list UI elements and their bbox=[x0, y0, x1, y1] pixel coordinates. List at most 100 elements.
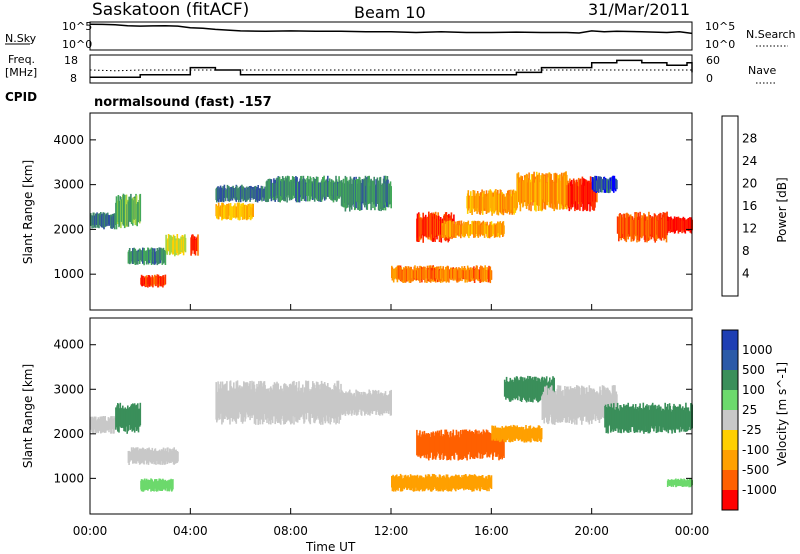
colorbar-swatch bbox=[722, 370, 738, 391]
ytick-label: 4000 bbox=[53, 133, 84, 147]
velocity-scatter-layer bbox=[90, 375, 693, 492]
colorbar-tick-label: 24 bbox=[742, 154, 757, 168]
xtick-label: 20:00 bbox=[574, 524, 609, 538]
ytick-label: 3000 bbox=[53, 178, 84, 192]
noise-series-line bbox=[89, 23, 693, 35]
colorbar-tick-label: 1000 bbox=[742, 343, 773, 357]
freq-label-line2: [MHz] bbox=[5, 66, 37, 79]
ytick-label: 3000 bbox=[53, 382, 84, 396]
nave-ytick-bottom: 0 bbox=[706, 72, 713, 85]
data-cell bbox=[616, 180, 618, 190]
colorbar-tick-label: -500 bbox=[742, 463, 769, 477]
xtick-label: 00:00 bbox=[73, 524, 108, 538]
frequency-panel: Freq. [MHz] 18 8 60 0 Nave bbox=[5, 53, 776, 85]
colorbar-tick-label: 20 bbox=[742, 177, 757, 191]
data-cell bbox=[172, 479, 174, 490]
colorbar-swatch bbox=[722, 490, 738, 511]
colorbar-tick-label: 100 bbox=[742, 383, 765, 397]
noise-left-label: N.Sky bbox=[5, 32, 37, 45]
power-colorbar: 4 8 12 16 20 24 28 bbox=[721, 115, 757, 297]
noise-right-tick-bottom: 10^0 bbox=[705, 38, 735, 51]
colorbar-tick-label: 25 bbox=[742, 403, 757, 417]
noise-right-tick-top: 10^5 bbox=[705, 20, 735, 33]
data-cell bbox=[139, 402, 142, 426]
noise-ytick-bottom: 10^0 bbox=[62, 38, 92, 51]
xtick-label: 12:00 bbox=[374, 524, 409, 538]
power-frame bbox=[89, 112, 693, 311]
xtick-label: 04:00 bbox=[173, 524, 208, 538]
nave-series-line bbox=[89, 69, 692, 72]
colorbar-tick-label: 4 bbox=[742, 267, 750, 281]
ytick-label: 2000 bbox=[53, 222, 84, 236]
velocity-panel: 1000 2000 3000 4000 Slant Range [km] bbox=[21, 317, 693, 515]
colorbar-swatch bbox=[722, 430, 738, 451]
velocity-colorbar-label: Velocity [m s^-1] bbox=[775, 362, 789, 466]
time-axis: 00:00 04:00 08:00 12:00 16:00 20:00 00:00 bbox=[73, 304, 710, 538]
ytick-label: 4000 bbox=[53, 338, 84, 352]
freq-ytick-top: 18 bbox=[64, 54, 78, 67]
nave-label: Nave bbox=[748, 64, 776, 77]
colorbar-tick-label: 28 bbox=[742, 132, 757, 146]
data-cell bbox=[503, 225, 505, 234]
colorbar-swatch bbox=[722, 450, 738, 471]
colorbar-tick-label: 16 bbox=[742, 199, 757, 213]
data-cell bbox=[553, 377, 555, 400]
data-cell bbox=[177, 451, 179, 462]
noise-frame bbox=[89, 21, 693, 51]
power-panel: 1000 2000 3000 4000 Slant Range [km] bbox=[21, 112, 693, 311]
time-axis-label: Time UT bbox=[305, 540, 356, 554]
data-cell bbox=[390, 389, 392, 416]
nave-ytick-top: 60 bbox=[706, 54, 720, 67]
data-cell bbox=[164, 274, 167, 285]
data-cell bbox=[390, 186, 392, 209]
power-y-label: Slant Range [km] bbox=[21, 160, 35, 264]
data-cell bbox=[197, 234, 199, 256]
colorbar-swatch bbox=[722, 390, 738, 411]
colorbar-swatch bbox=[722, 410, 738, 431]
data-cell bbox=[503, 432, 505, 458]
colorbar-tick-label: 500 bbox=[742, 363, 765, 377]
velocity-y-axis: 1000 2000 3000 4000 bbox=[53, 338, 692, 485]
colorbar-swatch bbox=[722, 350, 738, 371]
station-title: Saskatoon (fitACF) bbox=[92, 0, 249, 20]
colorbar-tick-label: -25 bbox=[742, 423, 762, 437]
velocity-colorbar: 1000 500 100 25 -25 -100 -500 -1000 bbox=[721, 329, 777, 511]
velocity-y-label: Slant Range [km] bbox=[21, 364, 35, 468]
colorbar-frame bbox=[721, 329, 739, 511]
power-y-axis: 1000 2000 3000 4000 bbox=[53, 133, 692, 281]
freq-label-line1: Freq. bbox=[8, 53, 35, 66]
colorbar-tick-label: -1000 bbox=[742, 483, 777, 497]
noise-right-label: N.Search bbox=[746, 28, 796, 41]
noise-ytick-top: 10^5 bbox=[62, 20, 92, 33]
colorbar-tick-label: -100 bbox=[742, 443, 769, 457]
freq-ytick-bottom: 8 bbox=[70, 72, 77, 85]
ytick-label: 2000 bbox=[53, 427, 84, 441]
freq-frame bbox=[89, 54, 693, 84]
ytick-label: 1000 bbox=[53, 267, 84, 281]
data-cell bbox=[540, 428, 543, 440]
xtick-label: 00:00 bbox=[675, 524, 710, 538]
data-cell bbox=[184, 237, 187, 253]
power-colorbar-label: Power [dB] bbox=[775, 177, 789, 242]
xtick-label: 16:00 bbox=[474, 524, 509, 538]
data-cell bbox=[490, 475, 493, 489]
cpid-label: CPID bbox=[5, 90, 37, 104]
xtick-label: 08:00 bbox=[273, 524, 308, 538]
colorbar-swatch bbox=[722, 470, 738, 491]
ytick-label: 1000 bbox=[53, 471, 84, 485]
colorbar-tick-label: 8 bbox=[742, 244, 750, 258]
data-cell bbox=[139, 193, 142, 222]
beam-title: Beam 10 bbox=[354, 3, 426, 22]
colorbar-frame bbox=[721, 115, 739, 297]
noise-panel: N.Sky 10^5 10^0 10^5 10^0 N.Search bbox=[5, 20, 796, 51]
power-scatter-layer bbox=[90, 171, 693, 288]
data-cell bbox=[164, 250, 167, 265]
data-cell bbox=[252, 203, 254, 217]
data-cell bbox=[490, 270, 493, 280]
date-title: 31/Mar/2011 bbox=[588, 0, 690, 19]
colorbar-swatch bbox=[722, 330, 738, 351]
cpid-text: normalsound (fast) -157 bbox=[94, 95, 272, 110]
colorbar-tick-label: 12 bbox=[742, 222, 757, 236]
freq-series-line bbox=[90, 59, 693, 78]
